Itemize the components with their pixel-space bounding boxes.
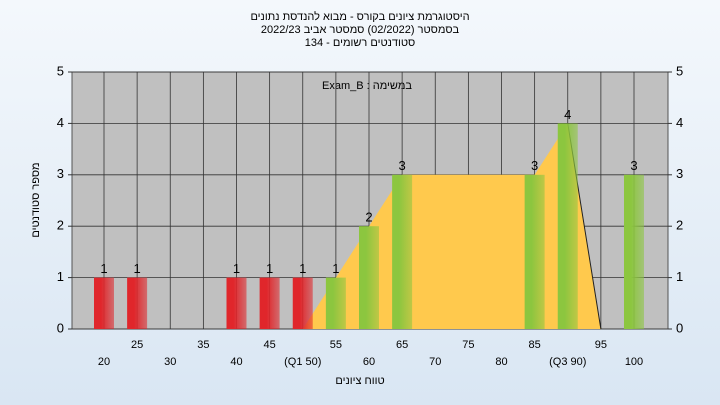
x-tick-label: 100 — [625, 356, 643, 368]
x-tick-label: 20 — [98, 356, 110, 368]
x-tick-label: (Q3 90) — [549, 356, 586, 368]
x-tick-label: 95 — [595, 339, 607, 351]
value-label: 1 — [233, 261, 240, 276]
bar — [325, 277, 346, 329]
bar — [524, 174, 545, 329]
y2-tick-label: 5 — [676, 63, 683, 78]
value-label: 3 — [399, 158, 406, 173]
x-tick-label: 30 — [164, 356, 176, 368]
x-tick-label: 75 — [462, 339, 474, 351]
annotation: Exam_B : במשימה — [322, 80, 412, 92]
x-axis-label: טווח ציונים — [335, 375, 384, 387]
x-tick-label: 85 — [529, 339, 541, 351]
bar — [292, 277, 313, 329]
y-axis-label: מספר סטודנטים — [30, 162, 42, 237]
value-label: 1 — [134, 261, 141, 276]
x-tick-label: 70 — [429, 356, 441, 368]
bar — [94, 277, 114, 329]
y-tick-label: 0 — [57, 320, 64, 335]
x-tick-label: 45 — [264, 339, 276, 351]
bar — [259, 277, 280, 329]
y2-tick-label: 2 — [676, 218, 683, 233]
y-tick-label: 4 — [57, 115, 64, 130]
x-tick-label: 80 — [495, 356, 507, 368]
x-tick-label: 55 — [330, 339, 342, 351]
chart-subtitle: בסמסטר (02/2022) סמסטר אביב 2022/23 — [261, 24, 460, 36]
value-label: 3 — [630, 158, 637, 173]
bar — [392, 174, 413, 329]
y-tick-label: 5 — [57, 63, 64, 78]
y-tick-label: 1 — [57, 269, 64, 284]
value-label: 1 — [299, 261, 306, 276]
bar — [226, 277, 247, 329]
value-label: 3 — [531, 158, 538, 173]
x-tick-label: 40 — [230, 356, 242, 368]
x-tick-label: 60 — [363, 356, 375, 368]
x-tick-label: (Q1 50) — [284, 356, 321, 368]
y2-tick-label: 3 — [676, 166, 683, 181]
value-label: 1 — [100, 261, 107, 276]
value-label: 2 — [365, 210, 372, 225]
y2-tick-label: 0 — [676, 320, 683, 335]
x-tick-label: 65 — [396, 339, 408, 351]
y-tick-label: 2 — [57, 218, 64, 233]
bar — [557, 123, 578, 330]
bar — [624, 174, 644, 329]
bar — [359, 226, 379, 329]
y2-tick-label: 4 — [676, 115, 683, 130]
x-tick-label: 35 — [197, 339, 209, 351]
bar — [127, 277, 148, 329]
chart-title: היסטוגרמת ציונים בקורס - מבוא להנדסת נתו… — [250, 10, 469, 23]
chart-subtitle: סטודנטים רשומים - 134 — [305, 37, 416, 49]
value-label: 1 — [332, 261, 339, 276]
x-tick-label: 25 — [131, 339, 143, 351]
value-label: 4 — [564, 107, 571, 122]
value-label: 1 — [266, 261, 273, 276]
y-tick-label: 3 — [57, 166, 64, 181]
y2-tick-label: 1 — [676, 269, 683, 284]
